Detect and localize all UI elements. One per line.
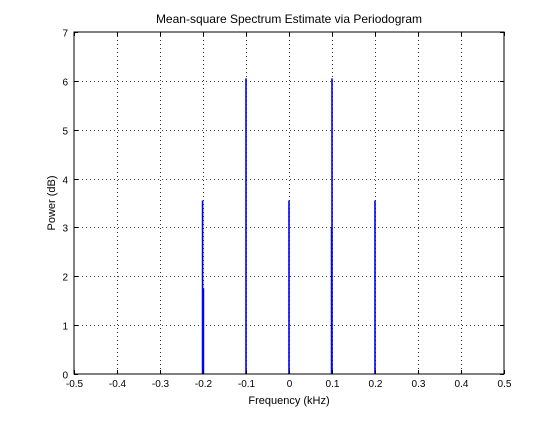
y-tick-label: 6 [62,78,68,89]
x-tick-label: 0.2 [369,379,383,390]
y-tick-label: 1 [62,322,68,333]
y-tick-label: 0 [62,371,68,382]
x-axis-label: Frequency (kHz) [248,395,329,407]
x-tick-label: 0.5 [498,379,512,390]
x-tick-label: 0.4 [455,379,469,390]
y-tick-label: 2 [62,273,68,284]
x-tick-label: -0.2 [195,379,213,390]
x-tick-label: -0.4 [109,379,127,390]
data-series [201,78,376,374]
x-tick-label: 0.1 [326,379,340,390]
x-tick-label: 0.3 [412,379,426,390]
y-tick-label: 4 [62,176,68,187]
y-tick-label: 3 [62,224,68,235]
y-tick-label: 7 [62,29,68,40]
y-axis-label: Power (dB) [46,175,58,230]
x-tick-label: -0.3 [152,379,170,390]
y-tick-label: 5 [62,127,68,138]
x-tick-label: 0 [287,379,293,390]
chart-title: Mean-square Spectrum Estimate via Period… [156,12,422,26]
axis-ticks: -0.5 -0.4 -0.3 -0.2 -0.1 0 0.1 0.2 0.3 0.4 0.5 0 1 2 3… [62,29,511,391]
x-tick-label: -0.1 [238,379,256,390]
x-tick-label: -0.5 [66,379,84,390]
